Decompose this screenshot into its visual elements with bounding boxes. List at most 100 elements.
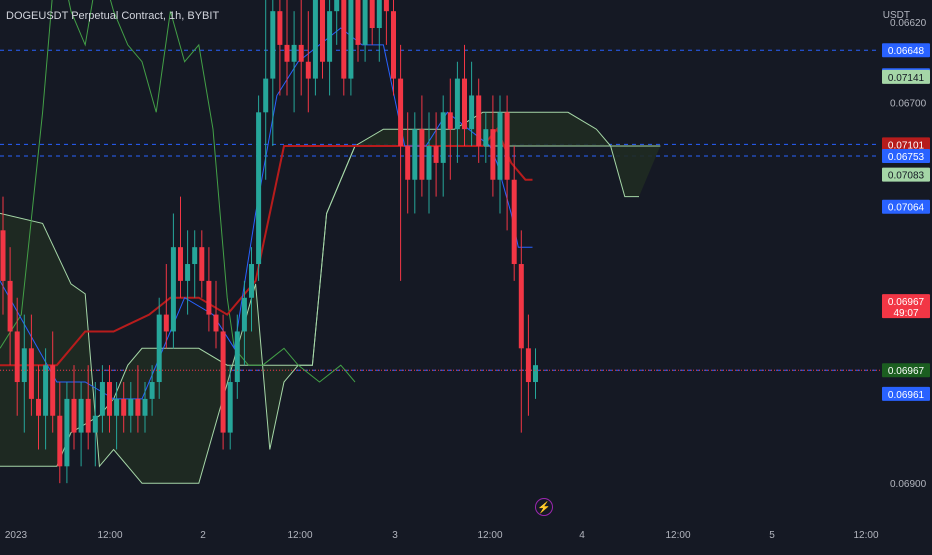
price-tag — [882, 199, 930, 214]
candle-body — [14, 331, 20, 383]
candle-body — [419, 129, 425, 180]
candle-body — [192, 247, 198, 265]
lagging-span-line — [0, 0, 356, 383]
candle-body — [454, 78, 460, 130]
candle-body — [234, 331, 240, 383]
price-tag — [882, 386, 930, 401]
price-tag-label: 0.07141 — [888, 73, 925, 84]
candle-body — [497, 112, 503, 180]
candle-body — [114, 398, 120, 416]
price-tag-label: 0.06753 — [888, 152, 925, 163]
candle-body — [511, 179, 517, 265]
candle-body — [263, 78, 269, 113]
candle-body — [334, 0, 340, 12]
candle-body — [369, 0, 375, 29]
candle-body — [170, 247, 176, 332]
candle-body — [476, 95, 482, 147]
candle-body — [398, 78, 404, 147]
price-tag — [882, 148, 930, 163]
candle-body — [412, 129, 418, 180]
candle-body — [383, 0, 389, 12]
candle-body — [7, 280, 13, 332]
candle-body — [121, 398, 127, 416]
time-tick-label: 12:00 — [287, 530, 312, 541]
price-tick-label: 0.06620 — [890, 18, 927, 29]
price-tag — [882, 69, 930, 84]
price-tag-label: 0.07101 — [888, 140, 925, 151]
candle-body — [362, 0, 368, 45]
candle-body — [270, 11, 276, 79]
candle-body — [256, 112, 262, 265]
candle-body — [85, 398, 91, 433]
price-tick-label: 0.06900 — [890, 479, 927, 490]
countdown-label: 49:07 — [893, 308, 918, 319]
candle-body — [241, 297, 247, 332]
lightning-icon[interactable]: ⚡ — [535, 498, 553, 516]
chart-title: DOGEUSDT Perpetual Contract, 1h, BYBIT — [6, 10, 220, 22]
candle-body — [36, 398, 41, 416]
candle-body — [341, 0, 347, 79]
time-axis — [0, 520, 880, 550]
candle-body — [185, 264, 191, 281]
candle-body — [249, 264, 254, 298]
time-tick-label: 3 — [392, 530, 398, 541]
candle-body — [71, 398, 77, 433]
candle-body — [320, 0, 325, 62]
price-tag-label: 0.06967 — [888, 297, 925, 308]
candle-body — [440, 112, 446, 163]
candle-body — [28, 348, 34, 399]
candle-body — [163, 314, 169, 332]
price-tag — [882, 43, 930, 58]
candle-body — [57, 415, 63, 467]
candle-body — [355, 0, 361, 45]
candle-body — [178, 247, 183, 281]
price-tag-label: 0.06967 — [888, 366, 925, 377]
candle-body — [128, 398, 134, 416]
candle-body — [206, 280, 212, 315]
candle-body — [426, 146, 432, 180]
candle-body — [142, 398, 148, 416]
candle-body — [533, 365, 538, 383]
candle-body — [291, 44, 297, 62]
candle-body — [376, 0, 382, 29]
ichimoku-cloud — [0, 112, 661, 484]
candle-body — [135, 398, 141, 416]
price-tag-label: 0.06961 — [888, 390, 925, 401]
candle-body — [305, 61, 311, 79]
candle-body — [284, 44, 290, 62]
candle-body — [327, 11, 333, 62]
candle-body — [99, 382, 105, 416]
price-tag — [882, 363, 930, 378]
candle-body — [156, 314, 162, 383]
candle-body — [391, 11, 396, 79]
candle-body — [21, 348, 27, 383]
price-tag-label: 0.07083 — [888, 171, 925, 182]
candle-body — [64, 398, 70, 467]
time-tick-label: 5 — [769, 530, 775, 541]
candle-body — [43, 365, 49, 416]
candle-body — [220, 331, 226, 433]
time-tick-label: 2 — [200, 530, 206, 541]
candle-body — [433, 146, 439, 163]
candle-body — [348, 0, 354, 79]
candle-body — [518, 264, 524, 349]
time-tick-label: 12:00 — [665, 530, 690, 541]
price-tag-label: 0.06648 — [888, 46, 925, 57]
candle-body — [92, 415, 98, 433]
price-tag — [882, 294, 930, 319]
candle-body — [312, 0, 318, 79]
price-tick-label: 0.06700 — [890, 99, 927, 110]
candle-body — [227, 382, 233, 433]
price-tag — [882, 137, 930, 152]
leading-span-b-line — [0, 145, 639, 484]
candle-body — [107, 382, 112, 416]
candle-body — [504, 112, 510, 180]
candle-body — [149, 382, 155, 399]
price-axis — [880, 0, 932, 550]
candle-body — [483, 129, 489, 147]
candle-body — [469, 95, 475, 130]
candle-body — [405, 146, 411, 180]
candle-body — [213, 314, 219, 332]
